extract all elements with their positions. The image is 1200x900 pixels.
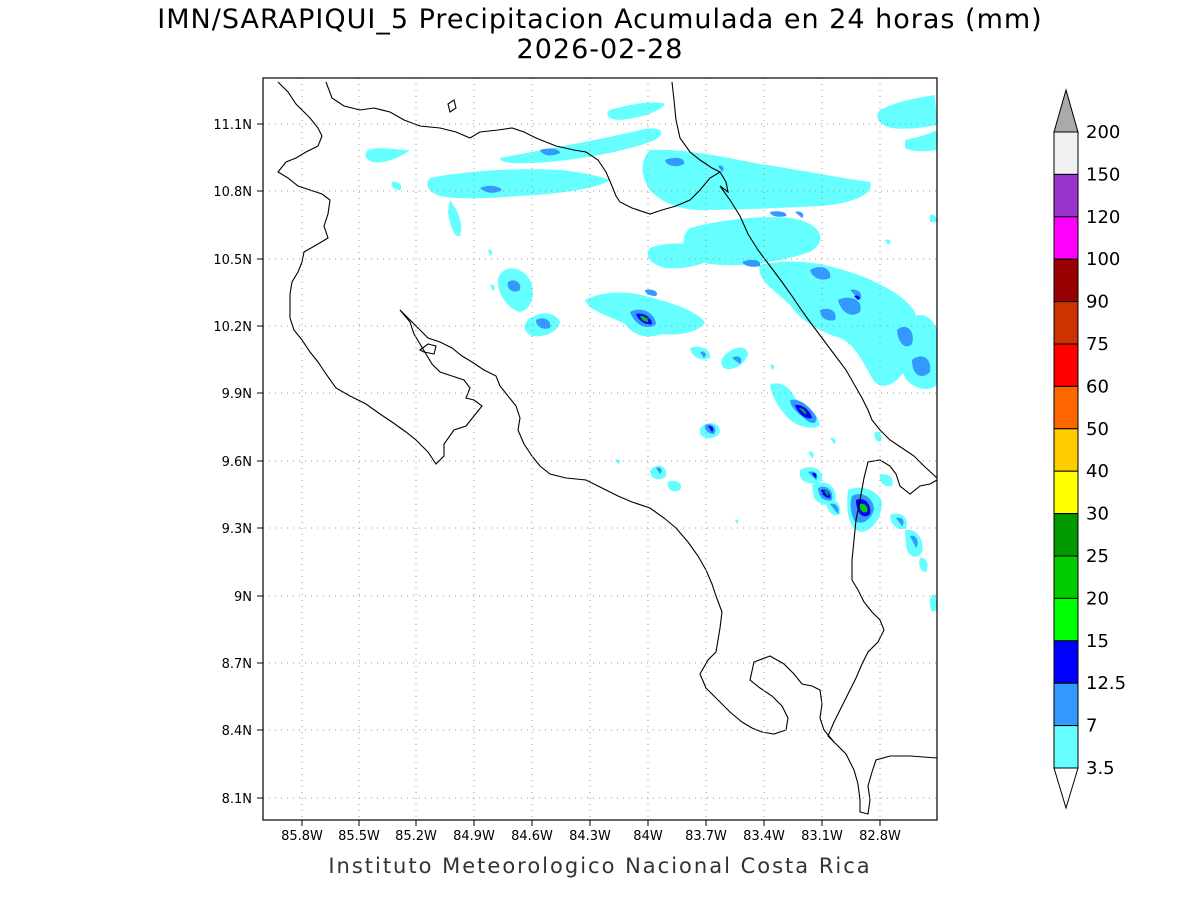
lon-label: 85.5W (338, 829, 380, 844)
lon-label: 83.1W (801, 829, 843, 844)
colorbar-swatch (1053, 343, 1079, 387)
colorbar-swatch (1053, 428, 1079, 472)
colorbar-swatches (1053, 131, 1079, 769)
lat-label: 8.7N (222, 657, 252, 672)
colorbar-swatch (1053, 470, 1079, 515)
map-date: 2026-02-28 (516, 34, 684, 65)
colorbar-swatch (1053, 385, 1079, 430)
lat-label: 9N (234, 590, 252, 605)
colorbar-level-label: 30 (1086, 504, 1109, 525)
colorbar-swatch (1053, 555, 1079, 599)
lat-label: 10.8N (213, 185, 252, 200)
colorbar-level-label: 150 (1086, 164, 1120, 185)
lon-label: 83.7W (685, 829, 727, 844)
colorbar-swatch (1053, 725, 1079, 769)
colorbar-swatch (1053, 258, 1079, 303)
colorbar-level-label: 25 (1086, 546, 1109, 567)
colorbar-level-label: 90 (1086, 292, 1109, 313)
map-frame (262, 77, 938, 821)
lon-label: 82.8W (859, 829, 901, 844)
coastline (277, 81, 938, 815)
colorbar-swatch (1053, 640, 1079, 684)
colorbar-level-label: 120 (1086, 207, 1120, 228)
colorbar-level-label: 40 (1086, 461, 1109, 482)
colorbar-level-label: 60 (1086, 376, 1109, 397)
colorbar-swatch (1053, 597, 1079, 642)
colorbar: 200 150 120 100 90 75 60 50 40 30 25 20 15 12.5 7 3.5 (1053, 88, 1126, 810)
lon-label: 83.4W (743, 829, 785, 844)
colorbar-level-label: 100 (1086, 249, 1120, 270)
lon-label: 84W (633, 829, 663, 844)
lon-label: 84.3W (569, 829, 611, 844)
colorbar-level-label: 12.5 (1086, 673, 1126, 694)
lat-label: 11.1N (213, 118, 252, 133)
colorbar-level-label: 3.5 (1086, 758, 1115, 779)
precip-level-3.5 (365, 95, 937, 612)
lon-label: 85.8W (281, 829, 323, 844)
institution-credit: Instituto Meteorologico Nacional Costa R… (328, 854, 872, 878)
lon-label: 84.9W (453, 829, 495, 844)
lat-label: 10.2N (213, 320, 252, 335)
lat-label: 10.5N (213, 253, 252, 268)
longitude-labels: 85.8W 85.5W 85.2W 84.9W 84.6W 84.3W 84W … (281, 829, 901, 844)
map-title: IMN/SARAPIQUI_5 Precipitacion Acumulada … (157, 4, 1043, 35)
lon-label: 85.2W (395, 829, 437, 844)
lon-label: 84.6W (511, 829, 553, 844)
lat-label: 9.6N (222, 455, 252, 470)
colorbar-bottom-arrow (1053, 767, 1079, 810)
colorbar-swatch (1053, 131, 1079, 175)
colorbar-level-label: 75 (1086, 334, 1109, 355)
colorbar-swatch (1053, 216, 1079, 260)
colorbar-top-arrow (1053, 88, 1079, 133)
colorbar-level-label: 20 (1086, 588, 1109, 609)
colorbar-level-label: 50 (1086, 419, 1109, 440)
colorbar-labels: 200 150 120 100 90 75 60 50 40 30 25 20 15 12.5 7 3.5 (1086, 122, 1126, 779)
colorbar-swatch (1053, 173, 1079, 218)
colorbar-swatch (1053, 513, 1079, 557)
precipitation-contours (365, 95, 937, 612)
lat-label: 8.1N (222, 792, 252, 807)
graticule (263, 78, 937, 820)
lat-label: 9.3N (222, 522, 252, 537)
lat-label: 9.9N (222, 387, 252, 402)
colorbar-level-label: 200 (1086, 122, 1120, 143)
latitude-labels: 11.1N 10.8N 10.5N 10.2N 9.9N 9.6N 9.3N 9… (213, 118, 252, 807)
colorbar-level-label: 7 (1086, 716, 1097, 737)
colorbar-level-label: 15 (1086, 631, 1109, 652)
colorbar-swatch (1053, 682, 1079, 727)
precip-level-15 (640, 315, 868, 513)
tick-marks (257, 123, 881, 826)
colorbar-swatch (1053, 301, 1079, 345)
lat-label: 8.4N (222, 724, 252, 739)
